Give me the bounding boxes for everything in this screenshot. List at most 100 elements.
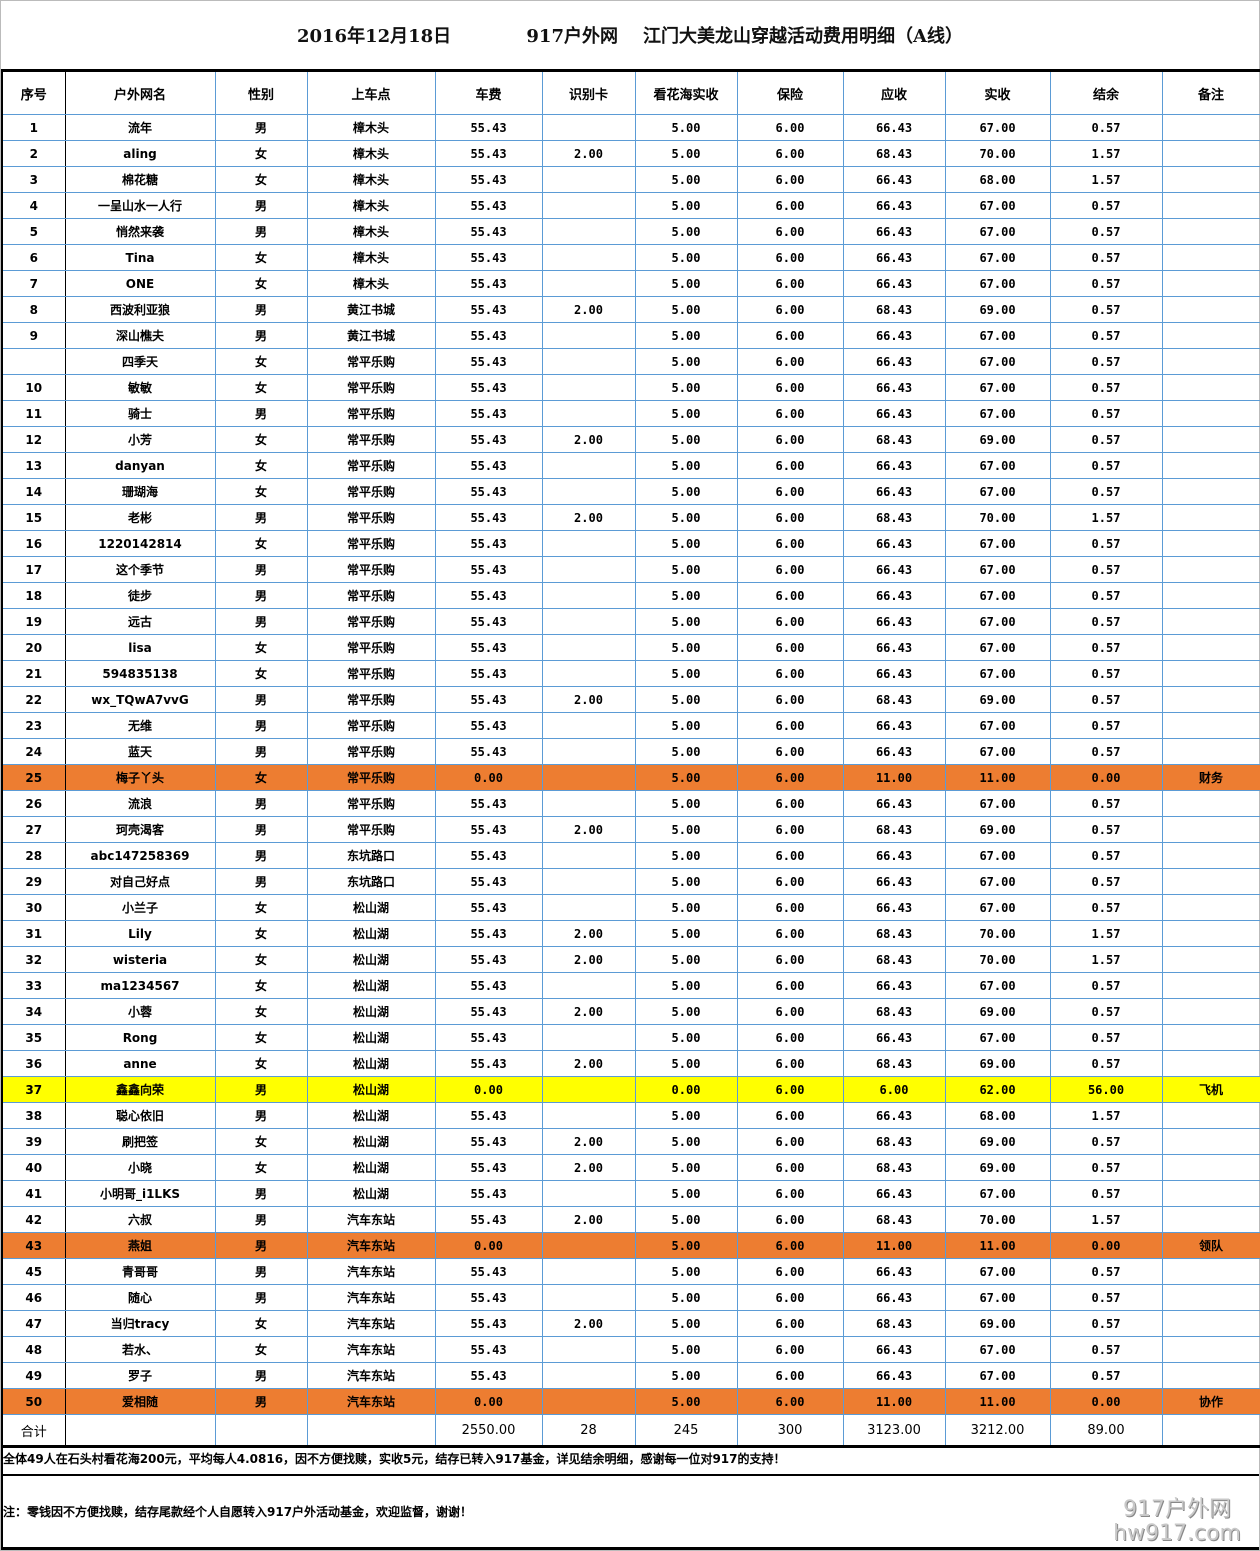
header-balance[interactable]: 结余 bbox=[1049, 69, 1163, 115]
cell-insurance[interactable]: 6.00 bbox=[736, 1180, 844, 1207]
cell-insurance[interactable]: 6.00 bbox=[736, 946, 844, 973]
cell-gender[interactable]: 女 bbox=[214, 270, 308, 297]
cell-balance[interactable]: 0.57 bbox=[1049, 1336, 1163, 1363]
cell-flower[interactable]: 5.00 bbox=[634, 660, 738, 687]
cell-balance[interactable]: 0.57 bbox=[1049, 348, 1163, 375]
cell-flower[interactable]: 5.00 bbox=[634, 504, 738, 531]
cell-insurance[interactable]: 6.00 bbox=[736, 530, 844, 557]
cell-card[interactable] bbox=[541, 478, 636, 505]
cell-insurance[interactable]: 6.00 bbox=[736, 1310, 844, 1337]
cell-card[interactable]: 2.00 bbox=[541, 296, 636, 323]
cell-stop[interactable]: 东坑路口 bbox=[306, 842, 436, 869]
cell-seq[interactable]: 12 bbox=[1, 426, 66, 453]
cell-seq[interactable]: 26 bbox=[1, 790, 66, 817]
cell-due[interactable]: 66.43 bbox=[842, 1102, 946, 1129]
header-due[interactable]: 应收 bbox=[842, 69, 946, 115]
cell-name[interactable]: Tina bbox=[64, 244, 216, 271]
cell-gender[interactable]: 男 bbox=[214, 1206, 308, 1233]
cell-paid[interactable]: 67.00 bbox=[944, 608, 1051, 635]
cell-card[interactable]: 2.00 bbox=[541, 1206, 636, 1233]
cell-remark[interactable] bbox=[1161, 868, 1260, 895]
cell-due[interactable]: 66.43 bbox=[842, 1284, 946, 1311]
cell-flower[interactable]: 5.00 bbox=[634, 530, 738, 557]
cell-fare[interactable]: 55.43 bbox=[434, 114, 543, 141]
cell-remark[interactable] bbox=[1161, 166, 1260, 193]
header-seq[interactable]: 序号 bbox=[1, 69, 66, 115]
cell-card[interactable] bbox=[541, 894, 636, 921]
cell-fare[interactable]: 55.43 bbox=[434, 998, 543, 1025]
total-card[interactable]: 28 bbox=[541, 1414, 636, 1448]
cell-insurance[interactable]: 6.00 bbox=[736, 452, 844, 479]
cell-insurance[interactable]: 6.00 bbox=[736, 686, 844, 713]
cell-gender[interactable]: 男 bbox=[214, 1076, 308, 1103]
cell-fare[interactable]: 55.43 bbox=[434, 452, 543, 479]
cell-fare[interactable]: 55.43 bbox=[434, 1206, 543, 1233]
total-paid[interactable]: 3212.00 bbox=[944, 1414, 1051, 1448]
cell-seq[interactable]: 22 bbox=[1, 686, 66, 713]
cell-stop[interactable]: 汽车东站 bbox=[306, 1284, 436, 1311]
cell-paid[interactable]: 62.00 bbox=[944, 1076, 1051, 1103]
cell-flower[interactable]: 5.00 bbox=[634, 218, 738, 245]
cell-insurance[interactable]: 6.00 bbox=[736, 998, 844, 1025]
cell-paid[interactable]: 68.00 bbox=[944, 1102, 1051, 1129]
cell-name[interactable]: 若水、 bbox=[64, 1336, 216, 1363]
cell-name[interactable]: 深山樵夫 bbox=[64, 322, 216, 349]
cell-name[interactable]: 梅子丫头 bbox=[64, 764, 216, 791]
cell-name[interactable]: 随心 bbox=[64, 1284, 216, 1311]
cell-remark[interactable] bbox=[1161, 1362, 1260, 1389]
cell-gender[interactable]: 男 bbox=[214, 868, 308, 895]
cell-paid[interactable]: 67.00 bbox=[944, 114, 1051, 141]
cell-due[interactable]: 11.00 bbox=[842, 764, 946, 791]
cell-flower[interactable]: 5.00 bbox=[634, 1024, 738, 1051]
cell-gender[interactable]: 男 bbox=[214, 504, 308, 531]
cell-stop[interactable]: 汽车东站 bbox=[306, 1362, 436, 1389]
cell-balance[interactable]: 0.57 bbox=[1049, 1154, 1163, 1181]
cell-flower[interactable]: 5.00 bbox=[634, 140, 738, 167]
cell-fare[interactable]: 55.43 bbox=[434, 426, 543, 453]
cell-balance[interactable]: 0.57 bbox=[1049, 296, 1163, 323]
cell-seq[interactable]: 6 bbox=[1, 244, 66, 271]
cell-name[interactable]: 流年 bbox=[64, 114, 216, 141]
cell-flower[interactable]: 5.00 bbox=[634, 894, 738, 921]
cell-gender[interactable]: 女 bbox=[214, 1050, 308, 1077]
cell-balance[interactable]: 0.57 bbox=[1049, 1362, 1163, 1389]
cell-due[interactable]: 66.43 bbox=[842, 582, 946, 609]
cell-paid[interactable]: 69.00 bbox=[944, 1310, 1051, 1337]
cell-gender[interactable]: 女 bbox=[214, 1128, 308, 1155]
cell-card[interactable] bbox=[541, 244, 636, 271]
total-flower[interactable]: 245 bbox=[634, 1414, 738, 1448]
cell-insurance[interactable]: 6.00 bbox=[736, 426, 844, 453]
cell-remark[interactable] bbox=[1161, 1180, 1260, 1207]
cell-seq[interactable]: 4 bbox=[1, 192, 66, 219]
cell-stop[interactable]: 常平乐购 bbox=[306, 400, 436, 427]
cell-name[interactable]: 流浪 bbox=[64, 790, 216, 817]
cell-insurance[interactable]: 6.00 bbox=[736, 322, 844, 349]
total-due[interactable]: 3123.00 bbox=[842, 1414, 946, 1448]
cell-insurance[interactable]: 6.00 bbox=[736, 1050, 844, 1077]
cell-name[interactable]: ma1234567 bbox=[64, 972, 216, 999]
cell-remark[interactable] bbox=[1161, 1310, 1260, 1337]
cell-card[interactable]: 2.00 bbox=[541, 1050, 636, 1077]
cell-remark[interactable] bbox=[1161, 218, 1260, 245]
cell-balance[interactable]: 0.57 bbox=[1049, 478, 1163, 505]
cell-card[interactable] bbox=[541, 1336, 636, 1363]
cell-insurance[interactable]: 6.00 bbox=[736, 764, 844, 791]
cell-due[interactable]: 66.43 bbox=[842, 868, 946, 895]
cell-seq[interactable]: 37 bbox=[1, 1076, 66, 1103]
cell-seq[interactable]: 7 bbox=[1, 270, 66, 297]
cell-name[interactable]: anne bbox=[64, 1050, 216, 1077]
cell-balance[interactable]: 0.57 bbox=[1049, 218, 1163, 245]
cell-due[interactable]: 68.43 bbox=[842, 686, 946, 713]
cell-fare[interactable]: 55.43 bbox=[434, 582, 543, 609]
cell-gender[interactable]: 女 bbox=[214, 920, 308, 947]
cell-paid[interactable]: 69.00 bbox=[944, 1128, 1051, 1155]
cell-seq[interactable]: 19 bbox=[1, 608, 66, 635]
cell-card[interactable] bbox=[541, 790, 636, 817]
cell-remark[interactable] bbox=[1161, 1258, 1260, 1285]
cell-insurance[interactable]: 6.00 bbox=[736, 1102, 844, 1129]
cell-due[interactable]: 68.43 bbox=[842, 946, 946, 973]
cell-insurance[interactable]: 6.00 bbox=[736, 894, 844, 921]
cell-insurance[interactable]: 6.00 bbox=[736, 608, 844, 635]
cell-card[interactable]: 2.00 bbox=[541, 816, 636, 843]
cell-fare[interactable]: 55.43 bbox=[434, 140, 543, 167]
